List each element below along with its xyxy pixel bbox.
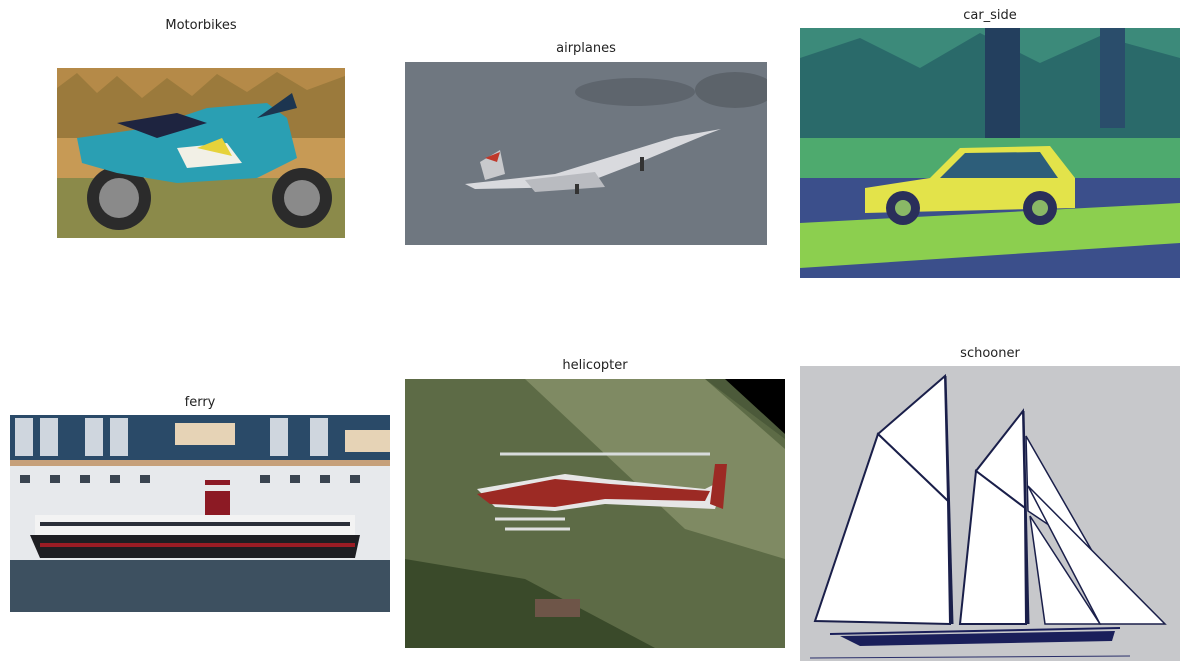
image-title: schooner bbox=[960, 346, 1020, 361]
image-panel-helicopter: helicopter bbox=[405, 340, 785, 650]
image-panel-ferry: ferry bbox=[10, 380, 390, 620]
ferry-photo-icon bbox=[10, 415, 390, 612]
helicopter-photo-icon bbox=[405, 379, 785, 648]
image-panel-motorbikes: Motorbikes bbox=[57, 0, 345, 240]
image-title: Motorbikes bbox=[165, 18, 237, 33]
image-title: airplanes bbox=[556, 41, 616, 56]
image-title: car_side bbox=[963, 8, 1017, 23]
car-side-photo-icon bbox=[800, 28, 1180, 278]
airplane-photo-icon bbox=[405, 62, 767, 245]
image-panel-airplanes: airplanes bbox=[405, 0, 767, 250]
image-panel-car-side: car_side bbox=[800, 0, 1180, 280]
image-panel-schooner: schooner bbox=[800, 330, 1180, 665]
image-title: helicopter bbox=[562, 358, 628, 373]
motorbike-photo-icon bbox=[57, 68, 345, 238]
image-title: ferry bbox=[184, 395, 216, 410]
schooner-photo-icon bbox=[800, 366, 1180, 661]
